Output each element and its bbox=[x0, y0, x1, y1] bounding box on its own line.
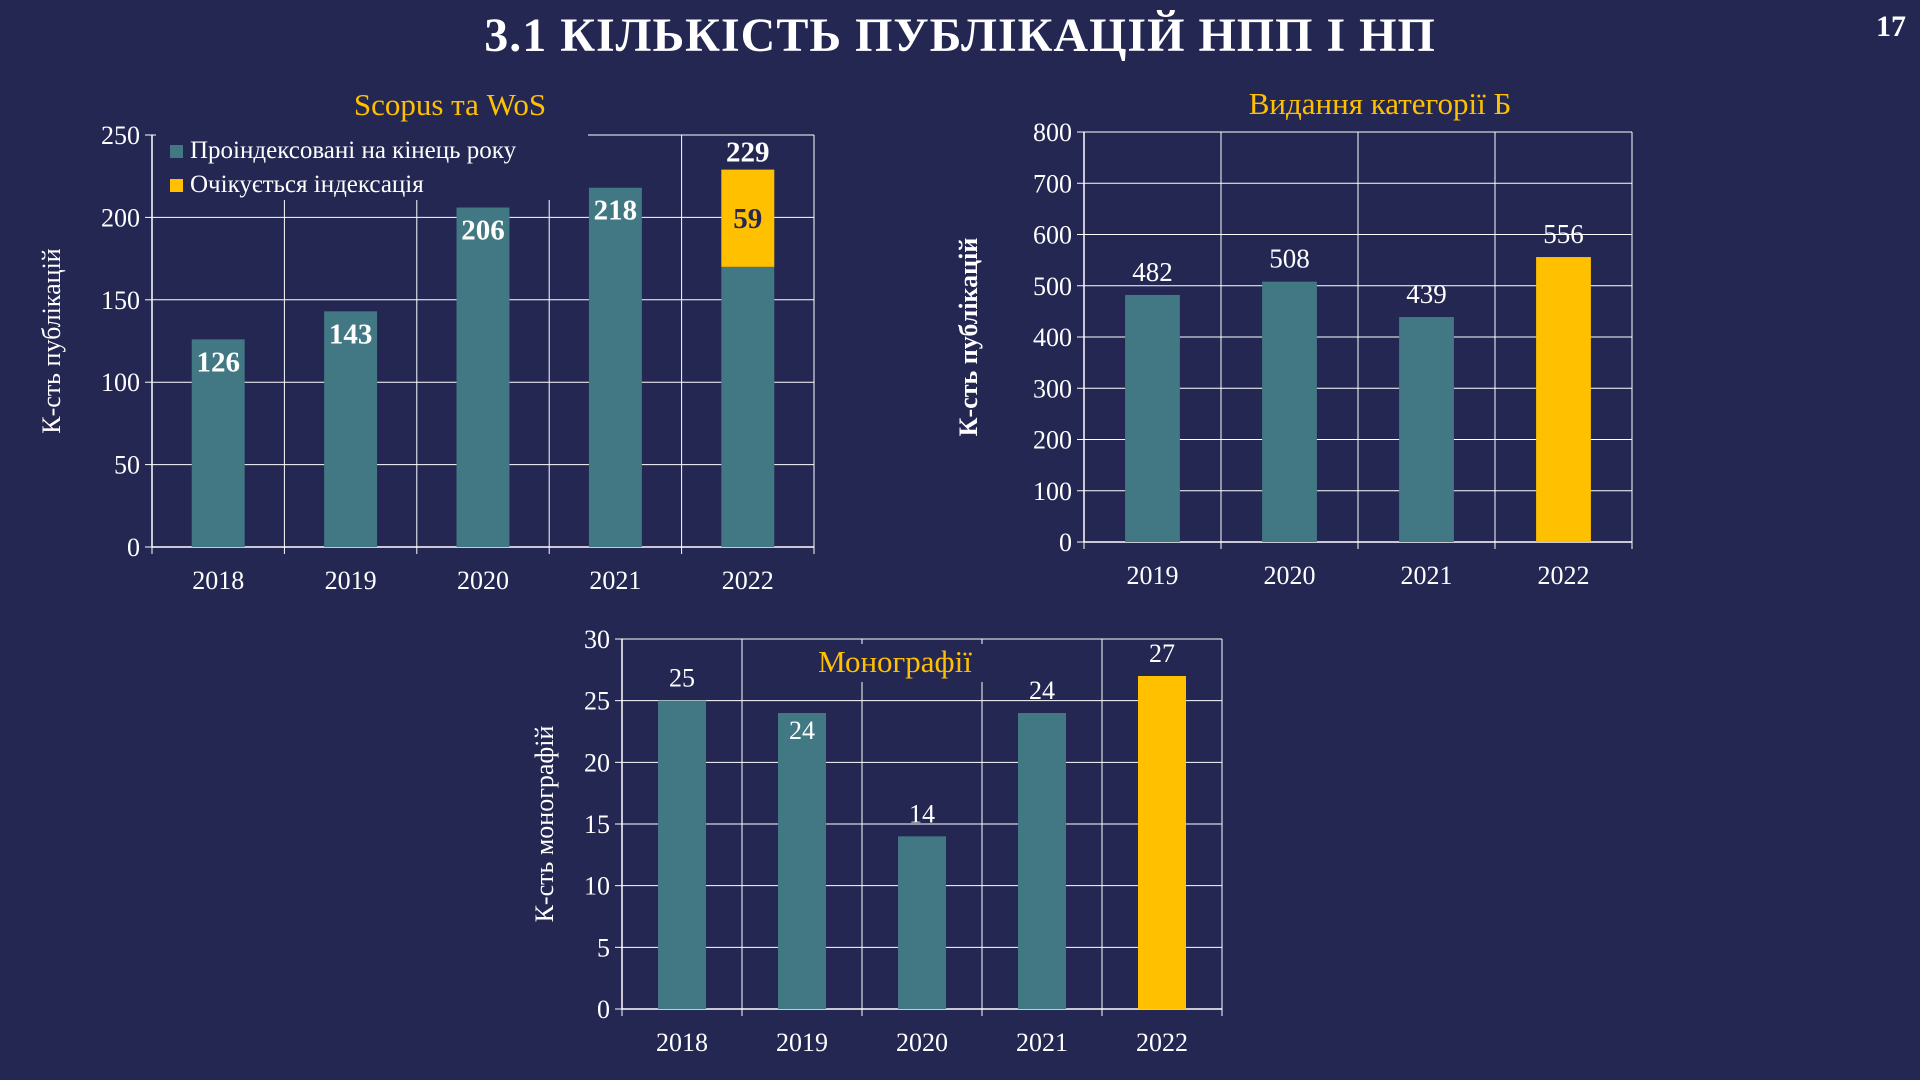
x-tick-label: 2019 bbox=[776, 1028, 828, 1057]
page-number: 17 bbox=[1876, 10, 1906, 43]
y-tick-label: 0 bbox=[597, 995, 610, 1024]
chart-category-b: 0 100 200 300 400 500 600 700 800 2019 2020 2021 202… bbox=[954, 86, 1633, 590]
y-tick-label: 600 bbox=[1033, 221, 1072, 250]
bar-2021 bbox=[1018, 713, 1066, 1009]
data-label-2022: 229 bbox=[726, 137, 770, 169]
y-tick-label: 10 bbox=[584, 872, 610, 901]
bar-2020 bbox=[898, 836, 946, 1009]
y-axis-label: К-сть публікацій bbox=[37, 248, 66, 434]
chart-title: Монографії bbox=[818, 644, 972, 679]
data-label-2021: 218 bbox=[594, 195, 638, 227]
x-tick-label: 2019 bbox=[1127, 561, 1179, 590]
legend-background bbox=[156, 132, 588, 200]
data-label-2022: 556 bbox=[1543, 219, 1584, 249]
y-tick-label: 250 bbox=[101, 121, 140, 150]
data-label-2020: 14 bbox=[909, 799, 935, 828]
bar-pending-2022 bbox=[721, 169, 775, 267]
bar-indexed-2019 bbox=[324, 311, 378, 547]
y-tick-label: 400 bbox=[1033, 323, 1072, 352]
y-tick-label: 15 bbox=[584, 810, 610, 839]
y-axis-label: К-сть публікацій bbox=[954, 238, 983, 437]
data-label-2019: 24 bbox=[789, 716, 815, 745]
chart-monographs: 0 5 10 15 20 25 30 2018 2019 2020 2021 2022 К-сть мо… bbox=[530, 625, 1223, 1057]
x-tick-label: 2019 bbox=[325, 566, 377, 595]
y-tick-label: 700 bbox=[1033, 169, 1072, 198]
legend-swatch-pending bbox=[170, 179, 183, 192]
data-label-2019: 143 bbox=[329, 318, 373, 350]
y-tick-label: 100 bbox=[1033, 477, 1072, 506]
bar-2021 bbox=[1399, 317, 1454, 542]
data-label-2020: 206 bbox=[461, 215, 505, 247]
x-tick-label: 2022 bbox=[1136, 1028, 1188, 1057]
x-tick-label: 2020 bbox=[896, 1028, 948, 1057]
x-tick-label: 2022 bbox=[1538, 561, 1590, 590]
chart-scopus-wos: 0 50 100 150 200 250 2018 2019 2020 2021 2022 Scopu… bbox=[37, 87, 815, 595]
x-tick-label: 2020 bbox=[1264, 561, 1316, 590]
slide-title: 3.1 КІЛЬКІСТЬ ПУБЛІКАЦІЙ НПП І НП bbox=[484, 9, 1436, 62]
data-label-2021: 439 bbox=[1406, 279, 1447, 309]
x-tick-label: 2018 bbox=[192, 566, 244, 595]
bar-indexed-2020 bbox=[456, 207, 510, 547]
y-tick-label: 100 bbox=[101, 368, 140, 397]
bar-2020 bbox=[1262, 281, 1317, 542]
y-tick-label: 300 bbox=[1033, 374, 1072, 403]
y-tick-label: 30 bbox=[584, 625, 610, 654]
legend-label-pending: Очікується індексація bbox=[190, 171, 424, 198]
y-tick-label: 0 bbox=[127, 533, 140, 562]
x-tick-label: 2021 bbox=[1401, 561, 1453, 590]
bar-2019 bbox=[1125, 294, 1180, 542]
bar-2018 bbox=[658, 700, 706, 1009]
x-tick-label: 2018 bbox=[656, 1028, 708, 1057]
legend-label-indexed: Проіндексовані на кінець року bbox=[190, 137, 517, 164]
y-tick-label: 150 bbox=[101, 286, 140, 315]
y-axis-label: К-сть монографій bbox=[530, 726, 559, 923]
y-tick-label: 0 bbox=[1059, 528, 1072, 557]
chart-title-background bbox=[808, 644, 983, 682]
data-label-2022: 27 bbox=[1149, 639, 1175, 668]
bar-indexed-2018 bbox=[191, 339, 245, 547]
y-tick-label: 200 bbox=[101, 203, 140, 232]
data-label-2022: 59 bbox=[733, 203, 762, 235]
y-tick-label: 20 bbox=[584, 748, 610, 777]
bar-2022 bbox=[1536, 257, 1591, 542]
y-tick-label: 5 bbox=[597, 933, 610, 962]
chart-title: Видання категорії Б bbox=[1249, 86, 1512, 121]
y-tick-label: 25 bbox=[584, 687, 610, 716]
bar-2022 bbox=[1138, 676, 1186, 1009]
y-tick-label: 50 bbox=[114, 451, 140, 480]
data-label-2019: 482 bbox=[1132, 257, 1173, 287]
data-label-2020: 508 bbox=[1269, 244, 1310, 274]
data-label-2021: 24 bbox=[1029, 676, 1055, 705]
x-tick-label: 2020 bbox=[457, 566, 509, 595]
y-tick-label: 800 bbox=[1033, 118, 1072, 147]
bar-indexed-2022 bbox=[721, 266, 775, 547]
data-label-2018: 126 bbox=[196, 346, 240, 378]
legend-swatch-indexed bbox=[170, 145, 183, 158]
chart-title: Scopus та WoS bbox=[354, 87, 546, 122]
y-tick-label: 200 bbox=[1033, 426, 1072, 455]
bar-2019 bbox=[778, 713, 826, 1009]
y-tick-label: 500 bbox=[1033, 272, 1072, 301]
bar-indexed-2021 bbox=[588, 187, 642, 547]
x-tick-label: 2022 bbox=[722, 566, 774, 595]
data-label-2018: 25 bbox=[669, 664, 695, 693]
x-tick-label: 2021 bbox=[1016, 1028, 1068, 1057]
x-tick-label: 2021 bbox=[589, 566, 641, 595]
